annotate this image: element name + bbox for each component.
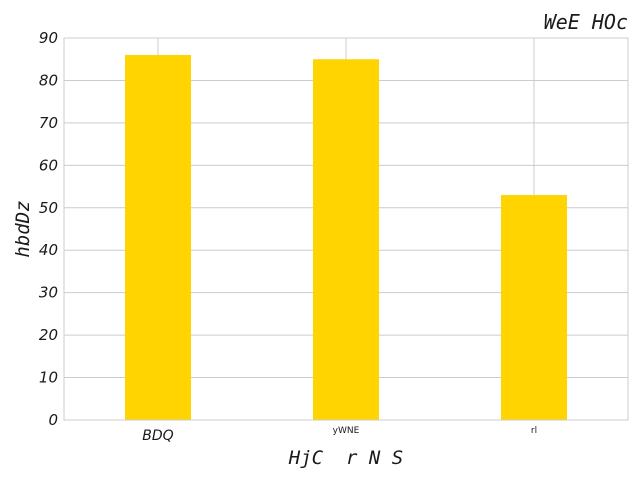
chart-title: WeE HOc	[544, 10, 628, 34]
y-tick-label: 10	[39, 369, 58, 387]
y-tick-label: 90	[39, 29, 58, 47]
x-axis-label: HjC r N S	[288, 447, 403, 469]
y-tick-label: 50	[39, 199, 58, 217]
plot-frame	[63, 37, 629, 421]
x-tick-labels: BDQ yWNE rl	[142, 426, 537, 444]
bar	[125, 54, 191, 420]
bar	[501, 195, 567, 420]
y-tick-label: 20	[39, 326, 58, 344]
y-tick-label: 0	[48, 411, 58, 429]
x-tick-label: yWNE	[333, 426, 360, 436]
y-tick-labels: 0 10 20 30 40 50 60 70 80 90	[39, 29, 58, 429]
y-tick-label: 40	[39, 241, 58, 259]
x-tick-label: rl	[531, 426, 537, 436]
y-tick-label: 80	[39, 71, 58, 89]
bar	[313, 59, 379, 420]
x-tick-label: BDQ	[142, 428, 173, 444]
y-axis-label: hbdDz	[12, 200, 34, 257]
y-tick-label: 60	[39, 156, 58, 174]
y-tick-label: 70	[39, 114, 58, 132]
y-tick-label: 30	[39, 284, 58, 302]
bars	[125, 54, 567, 420]
